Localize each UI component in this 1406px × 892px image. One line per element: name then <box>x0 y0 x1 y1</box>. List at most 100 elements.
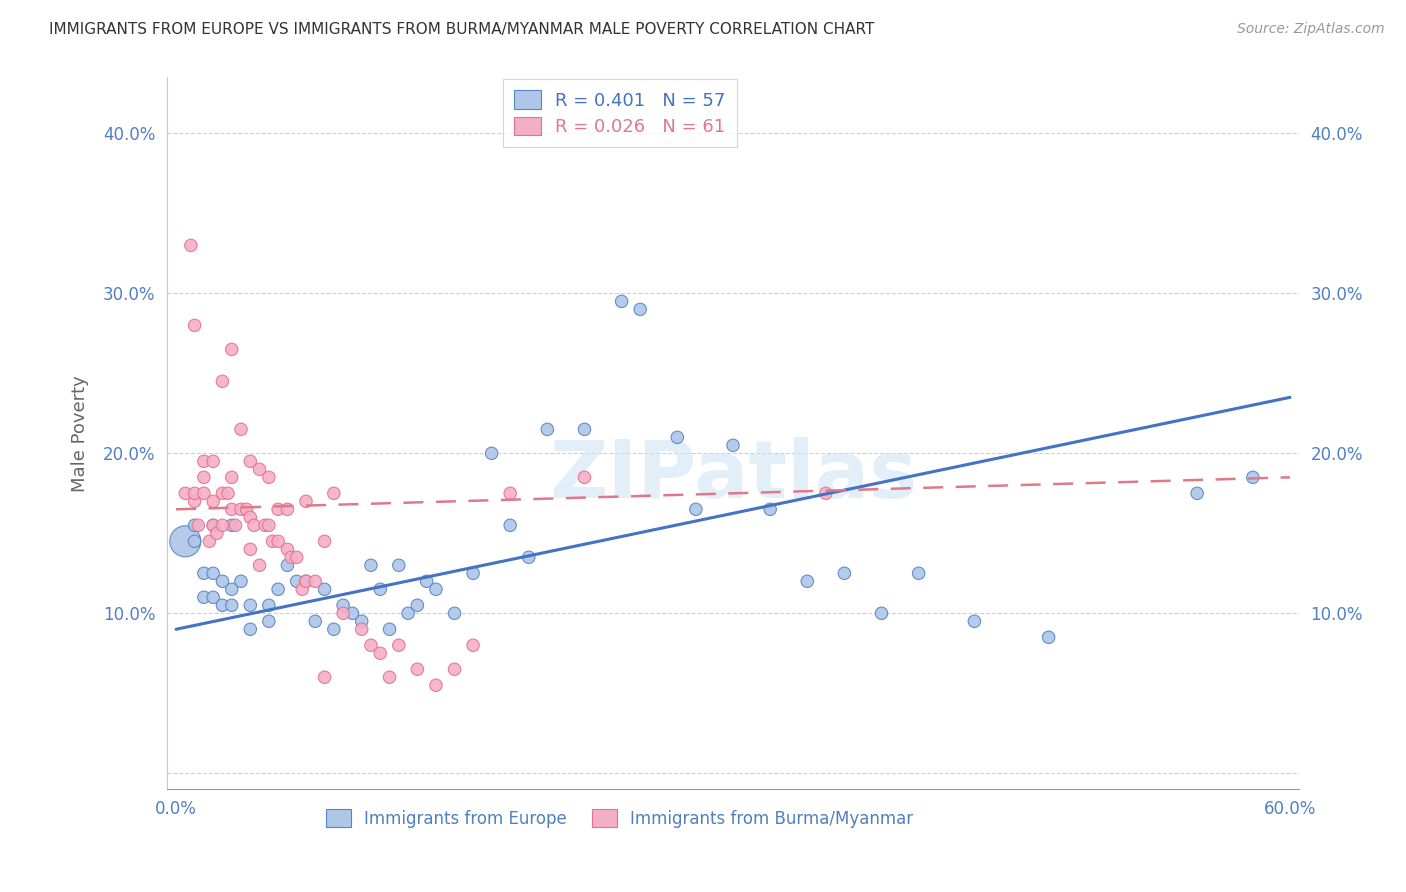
Point <box>202 566 225 581</box>
Point <box>276 502 298 516</box>
Point <box>183 494 205 508</box>
Point <box>350 622 373 636</box>
Point <box>202 591 225 605</box>
Point <box>295 574 318 589</box>
Point <box>721 438 744 452</box>
Point <box>221 582 243 597</box>
Y-axis label: Male Poverty: Male Poverty <box>72 375 89 491</box>
Point <box>461 638 484 652</box>
Point <box>267 534 290 549</box>
Point <box>378 622 401 636</box>
Point <box>243 518 266 533</box>
Point <box>610 294 633 309</box>
Point <box>388 558 411 573</box>
Point <box>360 638 382 652</box>
Point <box>180 238 202 252</box>
Point <box>229 502 252 516</box>
Point <box>224 518 246 533</box>
Point <box>202 518 225 533</box>
Point <box>628 302 651 317</box>
Text: Source: ZipAtlas.com: Source: ZipAtlas.com <box>1237 22 1385 37</box>
Point <box>285 574 308 589</box>
Point <box>796 574 818 589</box>
Point <box>314 582 336 597</box>
Point <box>211 375 233 389</box>
Point <box>239 542 262 557</box>
Point <box>183 518 205 533</box>
Point <box>295 574 318 589</box>
Point <box>536 422 558 436</box>
Point <box>187 518 209 533</box>
Point <box>304 574 326 589</box>
Point <box>517 550 540 565</box>
Point <box>425 678 447 692</box>
Point <box>239 510 262 524</box>
Point <box>221 502 243 516</box>
Point <box>229 574 252 589</box>
Point <box>870 607 893 621</box>
Point <box>257 599 280 613</box>
Point <box>239 622 262 636</box>
Point <box>193 591 215 605</box>
Point <box>276 542 298 557</box>
Point <box>239 599 262 613</box>
Point <box>481 446 503 460</box>
Point <box>685 502 707 516</box>
Point <box>332 607 354 621</box>
Point <box>378 670 401 684</box>
Point <box>267 582 290 597</box>
Point <box>183 534 205 549</box>
Point <box>257 614 280 628</box>
Point <box>211 486 233 500</box>
Point <box>221 599 243 613</box>
Point <box>759 502 782 516</box>
Point <box>1185 486 1208 500</box>
Point <box>396 607 419 621</box>
Point <box>262 534 284 549</box>
Point <box>342 607 364 621</box>
Point <box>174 486 197 500</box>
Point <box>202 518 225 533</box>
Point <box>406 599 429 613</box>
Point <box>229 422 252 436</box>
Point <box>425 582 447 597</box>
Point <box>211 599 233 613</box>
Point <box>183 486 205 500</box>
Point <box>205 526 228 541</box>
Point <box>461 566 484 581</box>
Point <box>814 486 837 500</box>
Point <box>1241 470 1264 484</box>
Point <box>332 599 354 613</box>
Point <box>443 607 465 621</box>
Point <box>304 614 326 628</box>
Point <box>322 622 344 636</box>
Point <box>193 486 215 500</box>
Point <box>1038 630 1060 644</box>
Point <box>574 470 596 484</box>
Point <box>350 614 373 628</box>
Point <box>221 343 243 357</box>
Point <box>202 454 225 468</box>
Point <box>249 558 271 573</box>
Point <box>198 534 221 549</box>
Point <box>221 470 243 484</box>
Point <box>174 534 197 549</box>
Point <box>221 518 243 533</box>
Point <box>257 470 280 484</box>
Point <box>285 550 308 565</box>
Point <box>314 534 336 549</box>
Point <box>360 558 382 573</box>
Point <box>499 518 522 533</box>
Point <box>202 494 225 508</box>
Point <box>406 662 429 676</box>
Point <box>193 470 215 484</box>
Point <box>443 662 465 676</box>
Point <box>963 614 986 628</box>
Point <box>499 486 522 500</box>
Point <box>235 502 257 516</box>
Point <box>267 502 290 516</box>
Point <box>217 486 239 500</box>
Point <box>907 566 929 581</box>
Text: ZIPatlas: ZIPatlas <box>548 437 917 515</box>
Point <box>388 638 411 652</box>
